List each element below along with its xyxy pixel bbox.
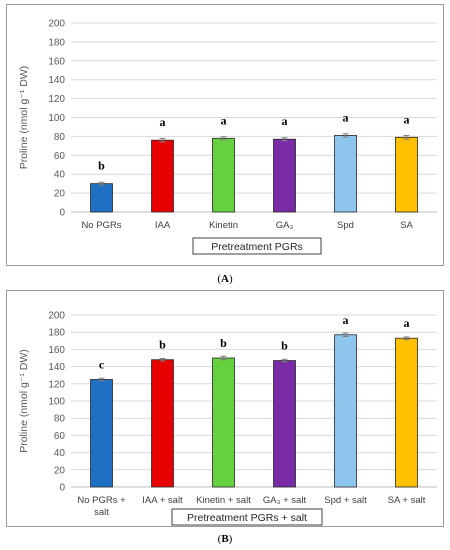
chart-a-svg: 0 20 40 60 80 100 120 140 160 180 200 Proline (nmol… [18,19,437,255]
x-tick-label: IAA + salt [142,495,183,506]
y-tick-label: 160 [48,56,65,67]
y-tick-label: 120 [48,379,65,390]
significance-letter: a [221,113,227,127]
bar [395,337,418,488]
bar [90,379,113,488]
chart-panel-b: 0 20 40 60 80 100 120 140 160 180 200 Proline (nmol… [6,290,444,527]
bar [212,137,235,213]
bar [151,359,174,488]
significance-letter: a [282,114,288,128]
chart-b-svg: 0 20 40 60 80 100 120 140 160 180 200 Proline (nmol… [18,311,437,526]
bar [334,135,357,213]
significance-letter: a [160,115,166,129]
y-axis-label: Proline (nmol g⁻¹ DW) [18,349,30,453]
y-tick-label: 80 [54,132,66,143]
y-tick-label: 0 [59,483,65,494]
bar [151,139,174,213]
y-tick-label: 120 [48,94,65,105]
x-axis-title-box [171,508,323,526]
significance-letter: b [98,159,105,173]
y-tick-label: 20 [54,189,66,200]
bar [212,357,235,488]
caption-a: (A) [217,273,233,285]
caption-b: (B) [217,533,233,545]
y-tick-label: 200 [48,19,65,30]
x-tick-label: GA₃ + salt [263,495,307,506]
y-tick-label: 100 [48,397,65,408]
x-tick-label: Spd + salt [324,495,367,506]
significance-letter: a [343,110,349,124]
y-tick-label: 80 [54,414,66,425]
y-tick-label: 140 [48,362,65,373]
x-tick-label: salt [94,507,109,518]
bar [334,334,357,488]
chart-panel-a: 0 20 40 60 80 100 120 140 160 180 200 Proline (nmol… [6,4,444,266]
y-tick-label: 180 [48,37,65,48]
x-tick-label: No PGRs [81,220,121,231]
y-tick-label: 160 [48,345,65,356]
x-tick-label: No PGRs + [77,495,126,506]
bar [273,138,296,213]
significance-letter: a [404,112,410,126]
x-tick-label: Spd [337,220,354,231]
x-tick-label: IAA [155,220,171,231]
y-tick-label: 40 [54,170,66,181]
y-tick-label: 20 [54,465,66,476]
y-tick-label: 100 [48,113,65,124]
significance-letter: b [281,339,288,353]
bar [395,136,418,213]
x-axis-title: Pretreatment PGRs + salt [187,512,307,524]
x-tick-label: Kinetin + salt [196,495,251,506]
significance-letter: c [99,358,105,372]
y-tick-label: 0 [59,208,65,219]
x-axis-title: Pretreatment PGRs [211,241,303,253]
x-tick-label: SA + salt [388,495,426,506]
y-axis-label: Proline (nmol g⁻¹ DW) [18,66,30,170]
x-tick-label: GA₃ [276,220,294,231]
y-tick-label: 180 [48,328,65,339]
bar [90,183,113,213]
significance-letter: a [343,313,349,327]
significance-letter: b [159,338,166,352]
x-tick-label: Kinetin [209,220,238,231]
y-tick-label: 40 [54,448,66,459]
y-tick-label: 60 [54,431,66,442]
significance-letter: a [404,316,410,330]
y-tick-label: 200 [48,311,65,322]
y-tick-label: 140 [48,75,65,86]
bar [273,360,296,488]
x-axis-title-box [192,237,322,255]
y-tick-label: 60 [54,151,66,162]
significance-letter: b [220,336,227,350]
x-tick-label: SA [400,220,413,231]
